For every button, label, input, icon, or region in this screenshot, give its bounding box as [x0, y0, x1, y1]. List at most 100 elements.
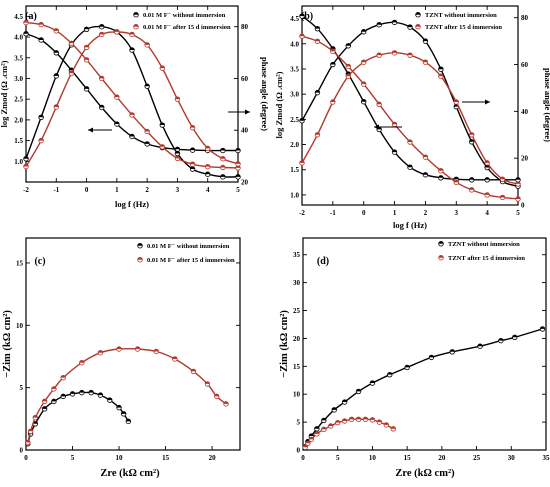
- data-point-fill: [70, 391, 75, 394]
- y-tick-label: 3.0: [14, 75, 23, 83]
- data-point: [220, 156, 226, 162]
- data-point: [144, 42, 150, 48]
- data-point-fill: [144, 141, 150, 144]
- data-point: [469, 187, 475, 193]
- data-point-fill: [116, 346, 122, 349]
- data-point-fill: [407, 52, 413, 56]
- y-tick-label: 35: [293, 251, 301, 259]
- y-tick-label: 5: [20, 384, 24, 392]
- data-point: [144, 141, 150, 147]
- data-point-fill: [328, 423, 334, 427]
- legend-entry: TZNT after 15 d immersion: [425, 24, 502, 31]
- data-point: [23, 31, 29, 37]
- data-point-fill: [38, 22, 44, 25]
- data-point: [422, 154, 429, 160]
- data-point: [328, 423, 334, 429]
- x-tick-label: 30: [508, 454, 516, 462]
- data-point-fill: [220, 174, 226, 177]
- y-right-tick-label: 40: [241, 127, 249, 135]
- data-point-fill: [99, 24, 105, 27]
- data-point-fill: [349, 417, 354, 420]
- data-point: [220, 174, 226, 180]
- data-point-fill: [438, 175, 444, 178]
- series-2: [299, 33, 521, 202]
- data-point-fill: [376, 101, 382, 105]
- y-right-tick-label: 0: [521, 202, 525, 210]
- data-point: [144, 128, 150, 135]
- data-point-fill: [214, 394, 220, 397]
- data-point-fill: [361, 29, 367, 32]
- data-point-fill: [330, 62, 336, 65]
- x-tick-label: 10: [369, 454, 377, 462]
- y-tick-label: 1.0: [290, 191, 299, 199]
- data-point: [129, 47, 135, 53]
- legend: TZNT without immersion TZNT after 15 d im…: [438, 240, 525, 262]
- y-tick-label: 10: [293, 391, 301, 399]
- legend-marker: [438, 255, 444, 261]
- data-point: [53, 104, 59, 110]
- data-point-fill: [361, 81, 367, 85]
- data-point-fill: [84, 26, 89, 30]
- data-point: [172, 356, 178, 362]
- legend: 0.01 M F⁻ without immersion 0.01 M F⁻ aft…: [137, 242, 235, 264]
- data-point-fill: [190, 166, 195, 170]
- data-point: [38, 21, 44, 28]
- data-point: [484, 160, 490, 166]
- legend-entry: TZNT after 15 d immersion: [448, 255, 525, 262]
- data-point-fill: [345, 71, 351, 75]
- data-point: [321, 417, 327, 424]
- data-point: [299, 33, 305, 39]
- data-point: [174, 155, 181, 162]
- data-point: [205, 145, 211, 152]
- legend-entry: 0.01 M F⁻ after 15 d immersion: [147, 257, 235, 264]
- data-point: [499, 176, 506, 182]
- y-right-tick-label: 60: [521, 61, 529, 69]
- x-tick-label: 2: [424, 209, 428, 217]
- legend-marker-fill: [438, 255, 444, 258]
- data-point-fill: [540, 326, 545, 329]
- data-point-fill: [175, 146, 180, 150]
- legend-entry: TZNT without immersion: [425, 12, 497, 19]
- x-tick-label: 1: [393, 209, 397, 217]
- data-point-fill: [500, 195, 505, 198]
- data-point-fill: [38, 138, 44, 141]
- data-point-fill: [407, 164, 413, 168]
- data-point-fill: [345, 73, 351, 77]
- data-point-fill: [38, 114, 44, 118]
- legend-marker: [415, 11, 421, 18]
- data-point-fill: [129, 112, 135, 115]
- data-point-fill: [315, 90, 320, 93]
- legend: 0.01 M F⁻ without immersion 0.01 M F⁻ aft…: [133, 11, 231, 31]
- data-point-fill: [220, 148, 226, 151]
- data-point: [189, 166, 196, 172]
- data-point-fill: [99, 76, 105, 79]
- data-point: [27, 428, 34, 434]
- data-point: [99, 104, 105, 111]
- y-right-tick-label: 20: [521, 155, 529, 163]
- data-point-fill: [190, 125, 195, 128]
- data-point-fill: [515, 177, 521, 180]
- data-point: [539, 326, 546, 332]
- panel-label: (d): [317, 256, 329, 267]
- data-point: [390, 426, 396, 432]
- data-point-fill: [159, 122, 165, 126]
- data-point: [153, 348, 159, 355]
- data-point: [79, 389, 85, 396]
- data-point: [305, 440, 311, 447]
- data-point-fill: [299, 118, 305, 121]
- data-point-fill: [321, 418, 327, 421]
- data-point-fill: [60, 375, 66, 378]
- axis-arrow: [374, 124, 402, 130]
- data-point-fill: [392, 20, 397, 23]
- data-point-fill: [384, 422, 389, 425]
- data-point-fill: [53, 50, 59, 53]
- data-point: [376, 419, 383, 425]
- data-point: [79, 360, 85, 366]
- data-point-fill: [205, 381, 210, 384]
- panel-label: (a): [25, 11, 37, 22]
- data-point-fill: [205, 164, 211, 167]
- data-point: [512, 334, 518, 341]
- data-point-fill: [53, 28, 59, 31]
- x-tick-label: 4: [485, 209, 489, 217]
